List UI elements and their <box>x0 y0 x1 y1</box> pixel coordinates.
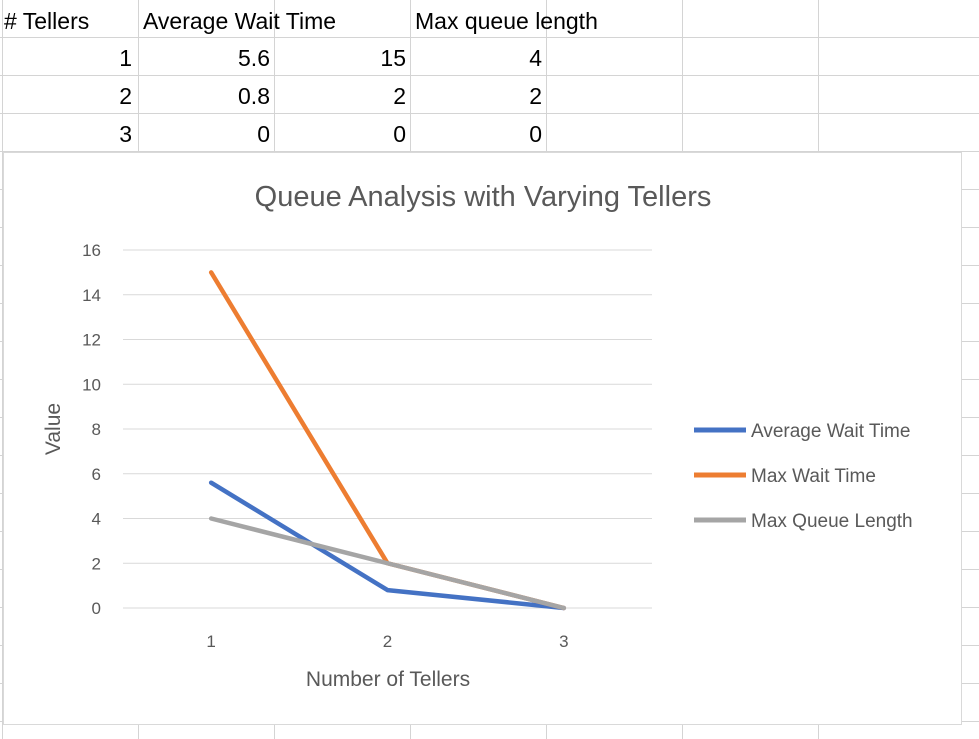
row-gridline <box>0 151 979 152</box>
row-gridline <box>0 113 979 114</box>
y-tick-label: 4 <box>92 510 101 529</box>
table-cell[interactable]: 2 <box>119 83 132 109</box>
y-tick-label: 16 <box>82 241 101 260</box>
y-tick-label: 2 <box>92 554 101 573</box>
column-gridline <box>2 0 3 739</box>
y-axis-label: Value <box>42 403 65 455</box>
x-tick-label: 1 <box>206 632 215 651</box>
series-line-average-wait-time <box>208 480 567 611</box>
chart-title: Queue Analysis with Varying Tellers <box>255 181 712 213</box>
header-cell-average-wait-time[interactable]: Average Wait Time <box>143 8 337 34</box>
y-tick-label: 6 <box>92 465 101 484</box>
table-cell[interactable]: 0 <box>529 121 542 147</box>
table-cell[interactable]: 2 <box>529 83 542 109</box>
table-cell[interactable]: 0.8 <box>238 83 270 109</box>
x-axis-label: Number of Tellers <box>306 668 470 691</box>
legend-label-average-wait-time: Average Wait Time <box>751 421 910 442</box>
y-tick-label: 12 <box>82 331 101 350</box>
line-chart[interactable]: Queue Analysis with Varying Tellers 0 2 4 6… <box>3 152 962 725</box>
table-cell[interactable]: 0 <box>393 121 406 147</box>
header-cell-max-queue-length[interactable]: Max queue length <box>415 8 598 34</box>
table-cell[interactable]: 3 <box>119 121 132 147</box>
series-line-max-wait-time <box>208 270 567 611</box>
table-cell[interactable]: 4 <box>529 45 542 71</box>
x-tick-label: 2 <box>383 632 392 651</box>
y-tick-label: 14 <box>82 286 101 305</box>
series-line-max-queue-length <box>208 516 567 611</box>
chart-legend: Average Wait Time Max Wait Time Max Queue … <box>694 421 913 532</box>
x-tick-label: 3 <box>559 632 568 651</box>
row-gridline <box>0 75 979 76</box>
header-cell-tellers[interactable]: # Tellers <box>4 8 90 34</box>
table-cell[interactable]: 2 <box>393 83 406 109</box>
table-cell[interactable]: 5.6 <box>238 45 270 71</box>
y-tick-label: 0 <box>92 599 101 618</box>
chart-canvas: Queue Analysis with Varying Tellers 0 2 4 6… <box>42 181 913 691</box>
legend-label-max-wait-time: Max Wait Time <box>751 466 876 487</box>
y-tick-label: 10 <box>82 375 101 394</box>
table-cell[interactable]: 1 <box>119 45 132 71</box>
table-cell[interactable]: 15 <box>380 45 406 71</box>
row-gridline <box>0 37 979 38</box>
table-cell[interactable]: 0 <box>257 121 270 147</box>
y-tick-label: 8 <box>92 420 101 439</box>
legend-label-max-queue-length: Max Queue Length <box>751 511 913 532</box>
